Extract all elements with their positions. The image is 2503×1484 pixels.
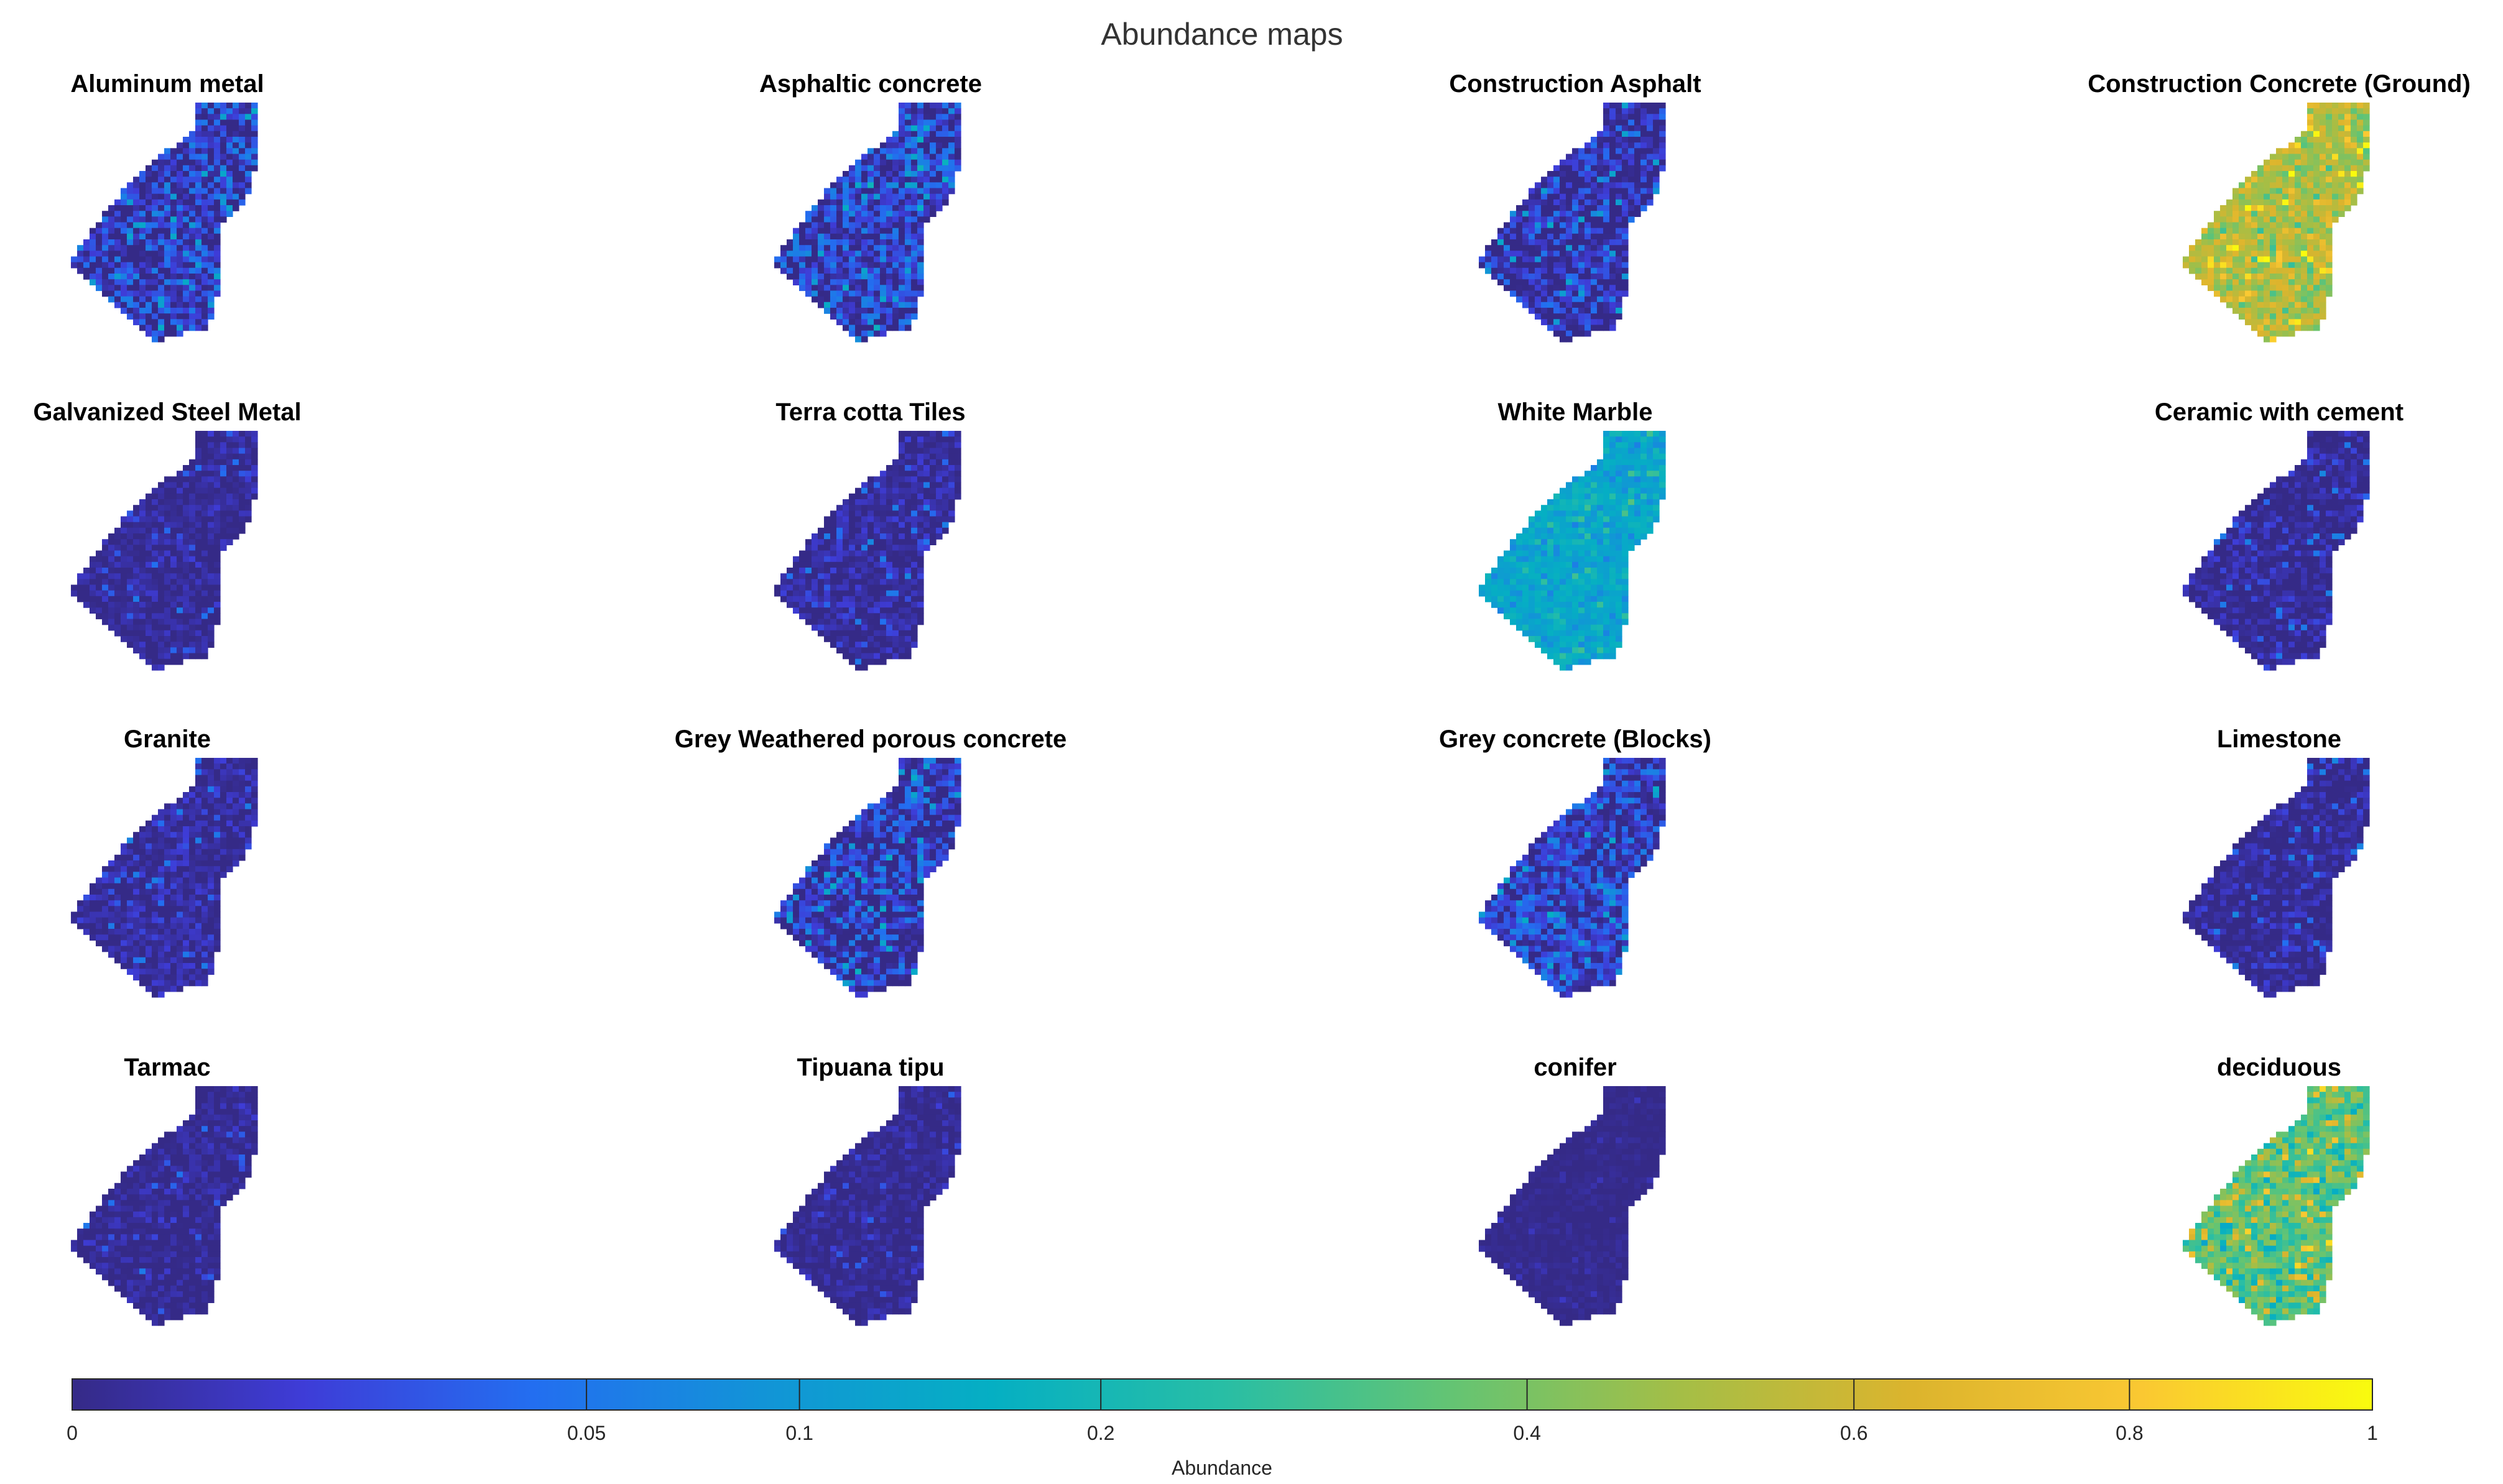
abundance-cells [774,431,961,671]
figure-title: Abundance maps [1101,17,1343,52]
abundance-map: Galvanized Steel Metal [33,399,302,671]
abundance-map: Construction Concrete (Ground) [2088,70,2471,343]
abundance-map: Granite [71,726,258,998]
abundance-cells [1479,431,1666,671]
abundance-cells [1479,758,1666,998]
colorbar-tick-label: 0.4 [1513,1422,1540,1444]
map-title: Construction Concrete (Ground) [2088,70,2471,98]
abundance-cells [71,1086,258,1326]
map-title: Tipuana tipu [797,1054,944,1081]
abundance-map: Terra cotta Tiles [774,399,966,671]
abundance-map: Tarmac [71,1054,258,1326]
abundance-map: Aluminum metal [70,70,264,343]
abundance-cells [2183,103,2370,343]
colorbar-tick-label: 1 [2367,1422,2378,1444]
map-title: Limestone [2217,726,2341,753]
map-title: Ceramic with cement [2155,399,2404,426]
map-title: Grey concrete (Blocks) [1439,726,1711,753]
abundance-cells [71,431,258,671]
abundance-cells [2183,1086,2370,1326]
map-title: Tarmac [124,1054,210,1081]
colorbar-tick-label: 0.6 [1840,1422,1867,1444]
abundance-cells [774,1086,961,1326]
abundance-map: Tipuana tipu [774,1054,961,1326]
colorbar-tick-label: 0.1 [785,1422,813,1444]
abundance-map: Grey Weathered porous concrete [675,726,1067,998]
map-title: White Marble [1498,399,1653,426]
abundance-map: Asphaltic concrete [759,70,982,343]
colorbar-tick-label: 0 [67,1422,78,1444]
abundance-cells [774,758,961,998]
colorbar-tick-label: 0.2 [1087,1422,1114,1444]
map-title: Granite [124,726,211,753]
map-title: Construction Asphalt [1449,70,1701,98]
abundance-cells [774,103,961,343]
colorbar-ticks: 0 0.05 0.1 0.2 0.4 0.6 0.8 1 [67,1379,2378,1444]
map-title: Galvanized Steel Metal [33,399,301,426]
abundance-map: conifer [1479,1054,1666,1326]
colorbar-tick-label: 0.05 [567,1422,606,1444]
map-title: Grey Weathered porous concrete [675,726,1067,753]
abundance-cells [71,103,258,343]
colorbar-bar [72,1378,2373,1411]
colorbar-tick-label: 0.8 [2116,1422,2143,1444]
colorbar-label: Abundance [1172,1457,1272,1479]
abundance-map: Construction Asphalt [1449,70,1701,343]
abundance-cells [71,758,258,998]
abundance-cells [1479,103,1666,343]
abundance-cells [2183,758,2370,998]
map-title: Asphaltic concrete [759,70,982,98]
abundance-map: Ceramic with cement [2155,399,2404,671]
map-title: Aluminum metal [70,70,264,98]
abundance-cells [1479,1086,1666,1326]
map-title: deciduous [2217,1054,2341,1081]
abundance-map: deciduous [2183,1054,2370,1326]
abundance-map: Grey concrete (Blocks) [1439,726,1711,998]
colorbar: 0 0.05 0.1 0.2 0.4 0.6 0.8 1 Abundance [67,1378,2378,1479]
map-title: conifer [1534,1054,1616,1081]
abundance-map: Limestone [2183,726,2370,998]
abundance-cells [2183,431,2370,671]
abundance-panels: Aluminum metal Asphaltic concrete Construc… [33,70,2471,1326]
map-title: Terra cotta Tiles [775,399,965,426]
abundance-map: White Marble [1479,399,1666,671]
